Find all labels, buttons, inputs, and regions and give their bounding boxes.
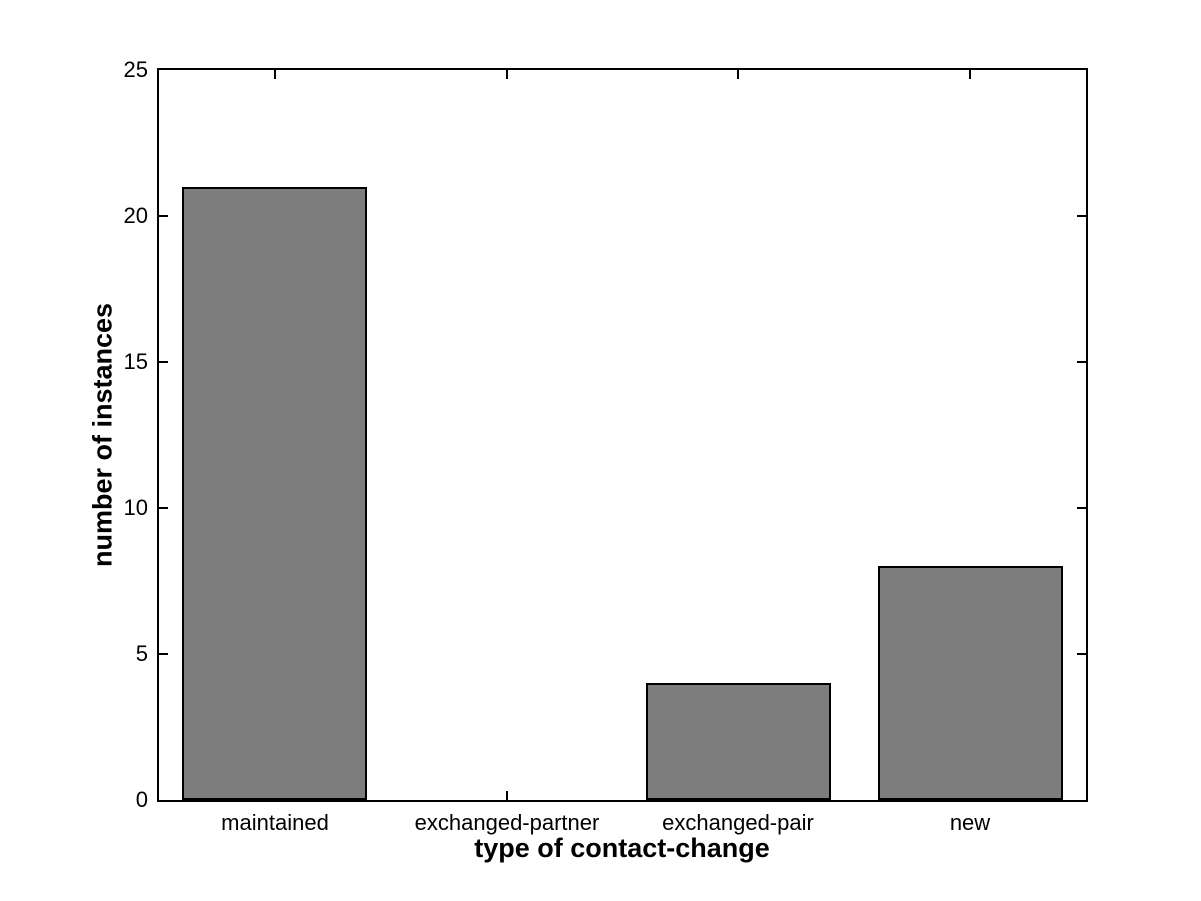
y-tick-mark [159, 215, 168, 217]
y-axis-label: number of instances [87, 302, 118, 568]
y-tick-label: 15 [123, 349, 148, 374]
x-tick-label: exchanged-pair [662, 810, 814, 835]
y-tick-mark [159, 507, 168, 509]
x-tick-label: exchanged-partner [414, 810, 600, 835]
x-axis-label: type of contact-change [474, 833, 770, 863]
x-tick-mark [505, 791, 508, 800]
y-tick-label: 5 [135, 641, 148, 666]
y-tick-label: 0 [135, 787, 148, 812]
y-tick-mark [159, 653, 168, 655]
x-tick-label: new [949, 810, 991, 835]
y-tick-label: 10 [123, 495, 148, 520]
y-tick-mark [1077, 361, 1086, 363]
bar [878, 566, 1063, 800]
x-tick-mark [505, 70, 508, 79]
y-tick-mark [1077, 215, 1086, 217]
bar [182, 187, 367, 800]
x-tick-mark [969, 70, 972, 79]
plot-area [159, 70, 1086, 800]
bar [646, 683, 831, 800]
x-tick-mark [737, 70, 740, 79]
y-tick-label: 25 [123, 57, 148, 82]
y-tick-mark [1077, 653, 1086, 655]
y-tick-mark [159, 361, 168, 363]
x-tick-mark [273, 70, 276, 79]
y-tick-mark [1077, 507, 1086, 509]
x-tick-label: maintained [221, 810, 329, 835]
y-tick-label: 20 [123, 203, 148, 228]
